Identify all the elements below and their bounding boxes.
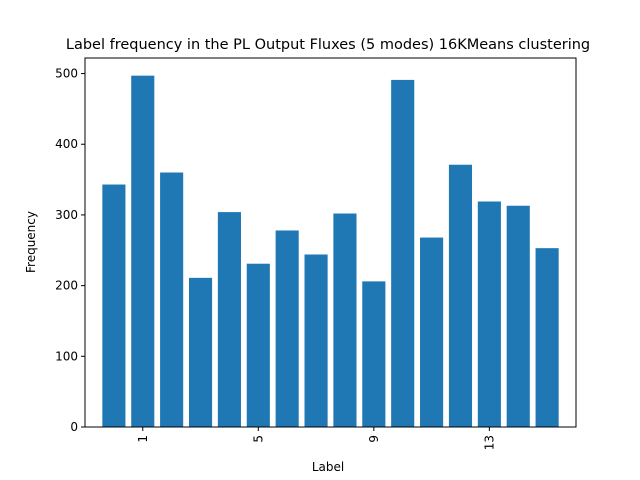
y-axis-label: Frequency [24,211,38,273]
y-tick-label: 100 [55,349,78,363]
y-axis-ticks: 0 100 200 300 400 500 [55,67,85,434]
bar-label-6 [275,230,299,427]
bar-label-1 [131,75,155,428]
x-tick-label: 9 [367,435,381,443]
bar-label-9 [362,281,386,427]
bar-label-3 [188,277,213,427]
plot-frame [84,57,577,428]
x-axis-label: Label [312,460,344,474]
bar-label-5 [246,263,270,427]
bar-label-7 [304,254,328,427]
bar-label-2 [160,172,184,427]
x-tick-label: 5 [251,435,265,443]
y-tick-label: 500 [55,67,78,81]
x-tick-label: 13 [482,435,496,450]
bars-group [102,75,559,428]
bar-label-10 [391,79,415,427]
bar-label-0 [102,184,126,427]
x-axis-ticks: 1 5 9 13 [136,427,496,450]
bar-label-14 [506,205,530,427]
bar-label-4 [217,212,241,427]
y-tick-label: 200 [55,279,78,293]
bar-label-12 [448,164,473,428]
y-tick-label: 300 [55,208,78,222]
x-tick-label: 1 [136,435,150,443]
y-tick-label: 0 [70,420,78,434]
bar-label-8 [333,213,357,427]
bar-label-13 [477,201,501,427]
chart-title: Label frequency in the PL Output Fluxes … [66,37,590,53]
bar-label-15 [535,248,559,427]
bar-label-11 [420,237,444,427]
y-tick-label: 400 [55,137,78,151]
